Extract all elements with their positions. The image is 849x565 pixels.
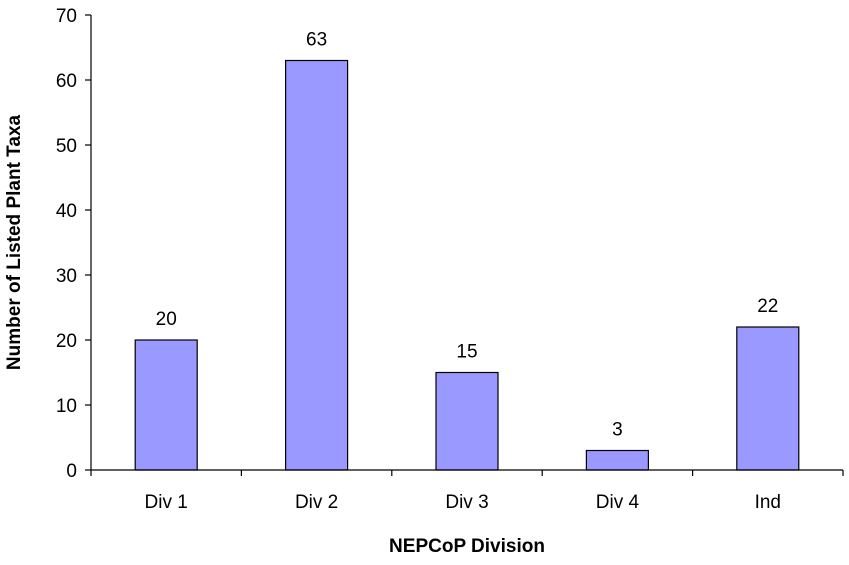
y-tick-label: 0 bbox=[66, 461, 77, 482]
bar-ind bbox=[736, 326, 800, 471]
y-axis-title: Number of Listed Plant Taxa bbox=[4, 115, 25, 371]
data-label: 3 bbox=[612, 420, 623, 441]
bar-div-1 bbox=[134, 339, 198, 471]
data-label: 63 bbox=[306, 30, 327, 51]
y-tick-label: 20 bbox=[56, 331, 77, 352]
y-tick-label: 60 bbox=[56, 71, 77, 92]
data-label: 22 bbox=[757, 296, 778, 317]
category-label: Div 2 bbox=[295, 492, 338, 513]
bars-group bbox=[134, 59, 800, 471]
x-axis-title: NEPCoP Division bbox=[389, 536, 545, 557]
data-label: 15 bbox=[456, 342, 477, 363]
data-label: 20 bbox=[156, 309, 177, 330]
y-tick-label: 50 bbox=[56, 136, 77, 157]
bar-div-2 bbox=[285, 59, 349, 471]
y-tick-label: 70 bbox=[56, 6, 77, 27]
bar-div-4 bbox=[585, 449, 650, 471]
x-axis-ticks bbox=[90, 470, 844, 476]
category-label: Div 4 bbox=[596, 492, 640, 513]
category-label: Div 1 bbox=[145, 492, 188, 513]
category-labels: Div 1 Div 2 Div 3 Div 4 Ind bbox=[145, 492, 781, 513]
y-tick-label: 40 bbox=[56, 201, 77, 222]
y-tick-label: 30 bbox=[56, 266, 77, 287]
data-labels-group: 20 63 15 3 22 bbox=[156, 30, 779, 441]
category-label: Div 3 bbox=[445, 492, 488, 513]
category-label: Ind bbox=[755, 492, 781, 513]
y-axis-ticks: 0 10 20 30 40 50 60 70 bbox=[56, 6, 91, 482]
y-tick-label: 10 bbox=[56, 396, 77, 417]
bar-div-3 bbox=[435, 371, 499, 471]
